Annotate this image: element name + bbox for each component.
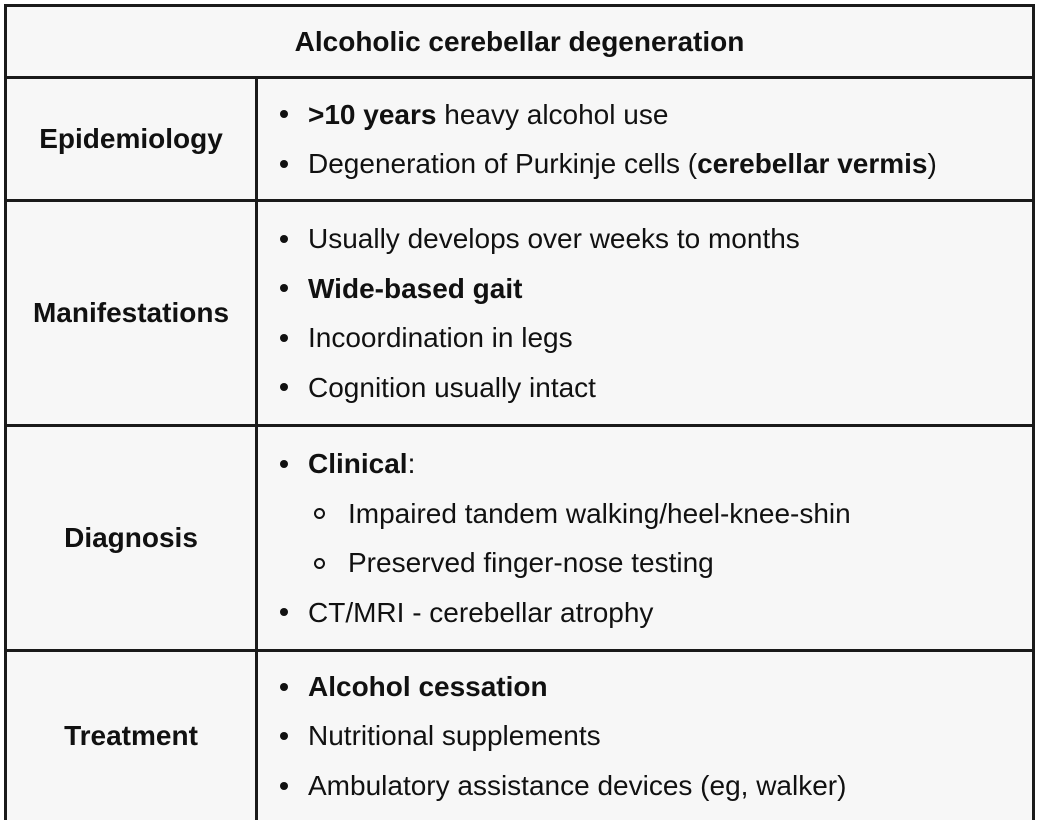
- item-bold: Clinical: [308, 448, 408, 479]
- list-item: Cognition usually intact: [278, 363, 1032, 413]
- list-item: Ambulatory assistance devices (eg, walke…: [278, 761, 1032, 811]
- list-item: Clinical:: [278, 439, 1032, 489]
- row-epidemiology: Epidemiology >10 years heavy alcohol use…: [7, 79, 1032, 202]
- list-item: Nutritional supplements: [278, 711, 1032, 761]
- bullet-icon: [280, 159, 288, 168]
- row-content-manifestations: Usually develops over weeks to months Wi…: [258, 202, 1032, 424]
- bullet-icon: [280, 732, 288, 740]
- list-item: Usually develops over weeks to months: [278, 214, 1032, 264]
- item-bold: Wide-based gait: [308, 272, 523, 304]
- row-content-epidemiology: >10 years heavy alcohol use Degeneration…: [258, 79, 1032, 199]
- row-label-treatment: Treatment: [7, 652, 258, 820]
- list-item: Wide-based gait: [278, 264, 1032, 314]
- row-diagnosis: Diagnosis Clinical: Impaired tandem walk…: [7, 427, 1032, 652]
- sub-list-item: Preserved finger-nose testing: [278, 538, 1032, 588]
- item-text: Cognition usually intact: [308, 371, 596, 403]
- item-text: CT/MRI - cerebellar atrophy: [308, 596, 654, 628]
- bullet-icon: [280, 284, 288, 293]
- item-text: :: [407, 448, 416, 479]
- item-bold: >10 years: [308, 98, 437, 130]
- list-item: CT/MRI - cerebellar atrophy: [278, 588, 1032, 638]
- row-treatment: Treatment Alcohol cessation Nutritional …: [7, 652, 1032, 820]
- item-bold: Alcohol cessation: [308, 670, 548, 702]
- bullet-icon: [280, 608, 288, 617]
- sub-list-item: Impaired tandem walking/heel-knee-shin: [278, 489, 1032, 539]
- bullet-icon: [280, 110, 288, 119]
- row-label-epidemiology: Epidemiology: [7, 79, 258, 199]
- list-item: >10 years heavy alcohol use: [278, 90, 1032, 140]
- item-text: Nutritional supplements: [308, 720, 601, 752]
- item-text: Preserved finger-nose testing: [348, 547, 714, 578]
- bullet-icon: [280, 234, 288, 243]
- row-content-diagnosis: Clinical: Impaired tandem walking/heel-k…: [258, 427, 1032, 649]
- hollow-bullet-icon: [314, 508, 325, 520]
- item-text: Degeneration of Purkinje cells (: [308, 148, 698, 179]
- item-tail: ): [927, 148, 937, 179]
- row-manifestations: Manifestations Usually develops over wee…: [7, 202, 1032, 427]
- list-item: Degeneration of Purkinje cells (cerebell…: [278, 139, 1032, 189]
- bullet-icon: [280, 781, 288, 790]
- row-label-manifestations: Manifestations: [7, 202, 258, 424]
- item-text: Usually develops over weeks to months: [308, 223, 800, 254]
- row-label-diagnosis: Diagnosis: [7, 427, 258, 649]
- list-item: Incoordination in legs: [278, 313, 1032, 363]
- bullet-icon: [280, 383, 288, 392]
- row-content-treatment: Alcohol cessation Nutritional supplement…: [258, 652, 1032, 820]
- item-text: Incoordination in legs: [308, 322, 573, 353]
- item-bold: cerebellar vermis: [697, 148, 928, 179]
- item-text: Impaired tandem walking/heel-knee-shin: [348, 497, 851, 529]
- bullet-icon: [280, 459, 288, 468]
- table-title: Alcoholic cerebellar degeneration: [7, 7, 1032, 79]
- info-table: Alcoholic cerebellar degeneration Epidem…: [4, 4, 1035, 820]
- bullet-icon: [280, 682, 288, 691]
- item-text: heavy alcohol use: [436, 98, 669, 130]
- hollow-bullet-icon: [314, 557, 325, 569]
- list-item: Alcohol cessation: [278, 662, 1032, 712]
- item-text: Ambulatory assistance devices (eg, walke…: [308, 769, 847, 801]
- bullet-icon: [280, 333, 288, 342]
